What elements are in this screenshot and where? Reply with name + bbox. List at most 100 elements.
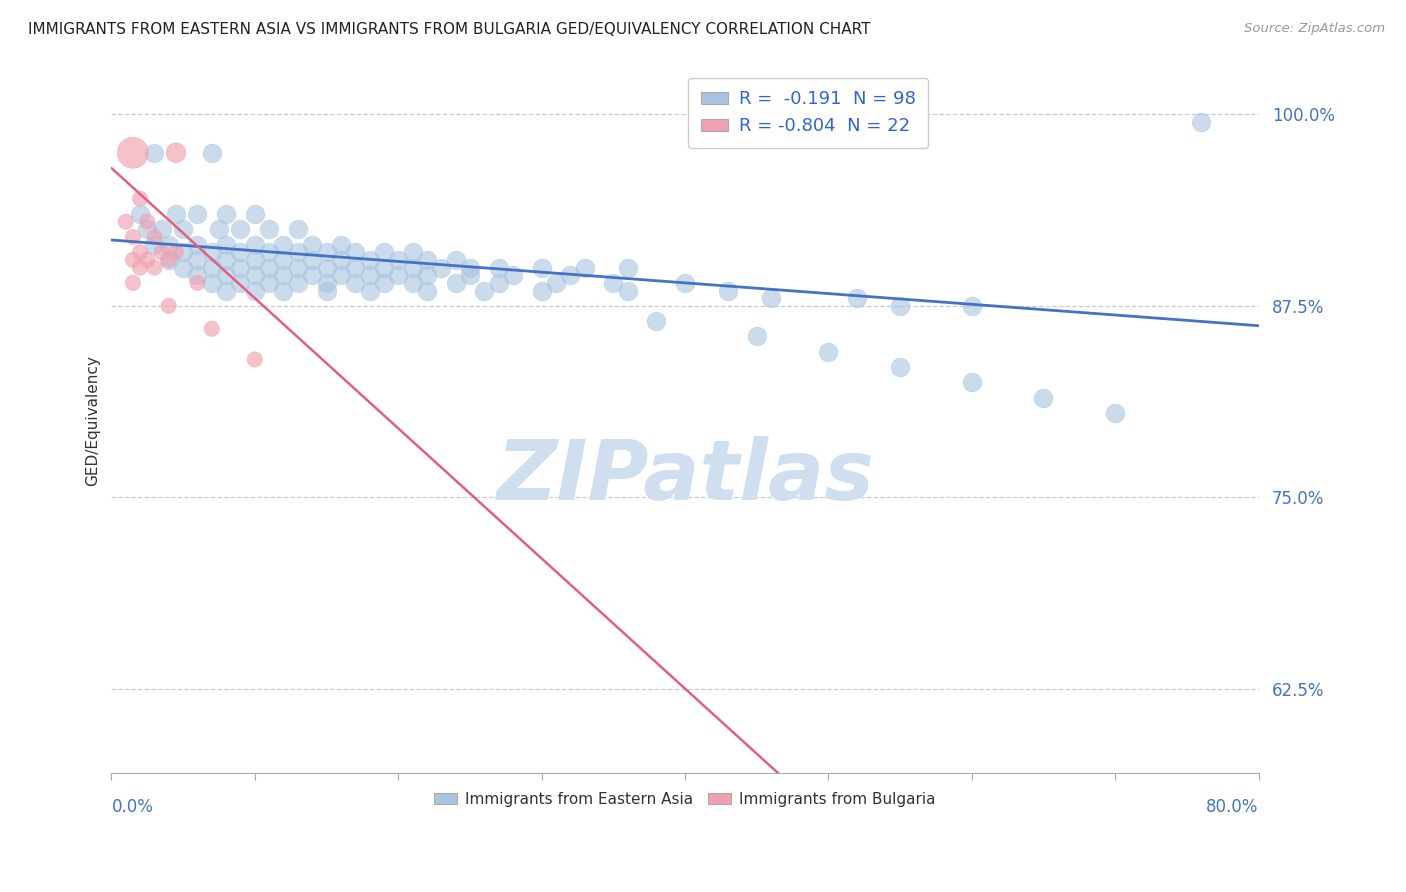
Point <box>329 268 352 283</box>
Point <box>186 207 208 221</box>
Point <box>243 207 266 221</box>
Point <box>344 245 367 260</box>
Point <box>401 260 423 275</box>
Point <box>215 284 238 298</box>
Point <box>257 276 280 290</box>
Point <box>122 276 145 290</box>
Point <box>172 222 194 236</box>
Point <box>430 260 453 275</box>
Point <box>143 237 166 252</box>
Point <box>544 276 567 290</box>
Point <box>458 268 481 283</box>
Point <box>359 252 381 267</box>
Point <box>301 237 323 252</box>
Point <box>745 329 768 343</box>
Point <box>143 260 166 275</box>
Point <box>344 260 367 275</box>
Text: 80.0%: 80.0% <box>1206 797 1258 815</box>
Point <box>273 252 295 267</box>
Point <box>143 145 166 160</box>
Point <box>201 145 224 160</box>
Point <box>602 276 624 290</box>
Point <box>373 276 395 290</box>
Point <box>616 260 638 275</box>
Point <box>315 284 337 298</box>
Point <box>273 284 295 298</box>
Point <box>122 230 145 244</box>
Text: Source: ZipAtlas.com: Source: ZipAtlas.com <box>1244 22 1385 36</box>
Point <box>444 252 467 267</box>
Point <box>201 322 224 336</box>
Point <box>157 252 180 267</box>
Point <box>215 207 238 221</box>
Point <box>157 252 180 267</box>
Point <box>122 252 145 267</box>
Point <box>229 245 252 260</box>
Point <box>172 245 194 260</box>
Point <box>846 291 869 305</box>
Point <box>889 360 911 375</box>
Point <box>301 252 323 267</box>
Point <box>444 276 467 290</box>
Point <box>315 260 337 275</box>
Point <box>157 237 180 252</box>
Point <box>136 222 159 236</box>
Point <box>1189 115 1212 129</box>
Point <box>416 268 439 283</box>
Point <box>373 260 395 275</box>
Point <box>243 352 266 367</box>
Point <box>560 268 582 283</box>
Point <box>215 237 238 252</box>
Point <box>243 237 266 252</box>
Point <box>717 284 740 298</box>
Point <box>344 276 367 290</box>
Point <box>229 260 252 275</box>
Point <box>574 260 596 275</box>
Point <box>257 245 280 260</box>
Point <box>645 314 668 328</box>
Point <box>229 276 252 290</box>
Point <box>201 245 224 260</box>
Point <box>143 230 166 244</box>
Point <box>502 268 524 283</box>
Point <box>136 252 159 267</box>
Point <box>287 260 309 275</box>
Point <box>186 252 208 267</box>
Point <box>817 344 839 359</box>
Point <box>243 252 266 267</box>
Text: 0.0%: 0.0% <box>111 797 153 815</box>
Point <box>287 245 309 260</box>
Point <box>889 299 911 313</box>
Point <box>186 268 208 283</box>
Point <box>329 237 352 252</box>
Point <box>960 299 983 313</box>
Point <box>201 276 224 290</box>
Legend: Immigrants from Eastern Asia, Immigrants from Bulgaria: Immigrants from Eastern Asia, Immigrants… <box>427 784 943 814</box>
Point <box>530 260 553 275</box>
Point <box>165 245 187 260</box>
Point <box>287 222 309 236</box>
Point <box>1104 406 1126 420</box>
Point <box>208 222 231 236</box>
Point <box>186 276 208 290</box>
Point <box>114 214 136 228</box>
Point <box>150 245 173 260</box>
Point <box>287 276 309 290</box>
Point <box>257 222 280 236</box>
Point <box>759 291 782 305</box>
Point <box>488 276 510 290</box>
Point <box>616 284 638 298</box>
Point <box>165 145 187 160</box>
Point <box>186 237 208 252</box>
Point <box>215 252 238 267</box>
Point <box>488 260 510 275</box>
Point <box>273 268 295 283</box>
Point <box>416 284 439 298</box>
Text: ZIPatlas: ZIPatlas <box>496 436 875 517</box>
Point <box>129 207 152 221</box>
Point <box>329 252 352 267</box>
Point <box>122 145 145 160</box>
Y-axis label: GED/Equivalency: GED/Equivalency <box>86 355 100 486</box>
Point <box>172 260 194 275</box>
Text: IMMIGRANTS FROM EASTERN ASIA VS IMMIGRANTS FROM BULGARIA GED/EQUIVALENCY CORRELA: IMMIGRANTS FROM EASTERN ASIA VS IMMIGRAN… <box>28 22 870 37</box>
